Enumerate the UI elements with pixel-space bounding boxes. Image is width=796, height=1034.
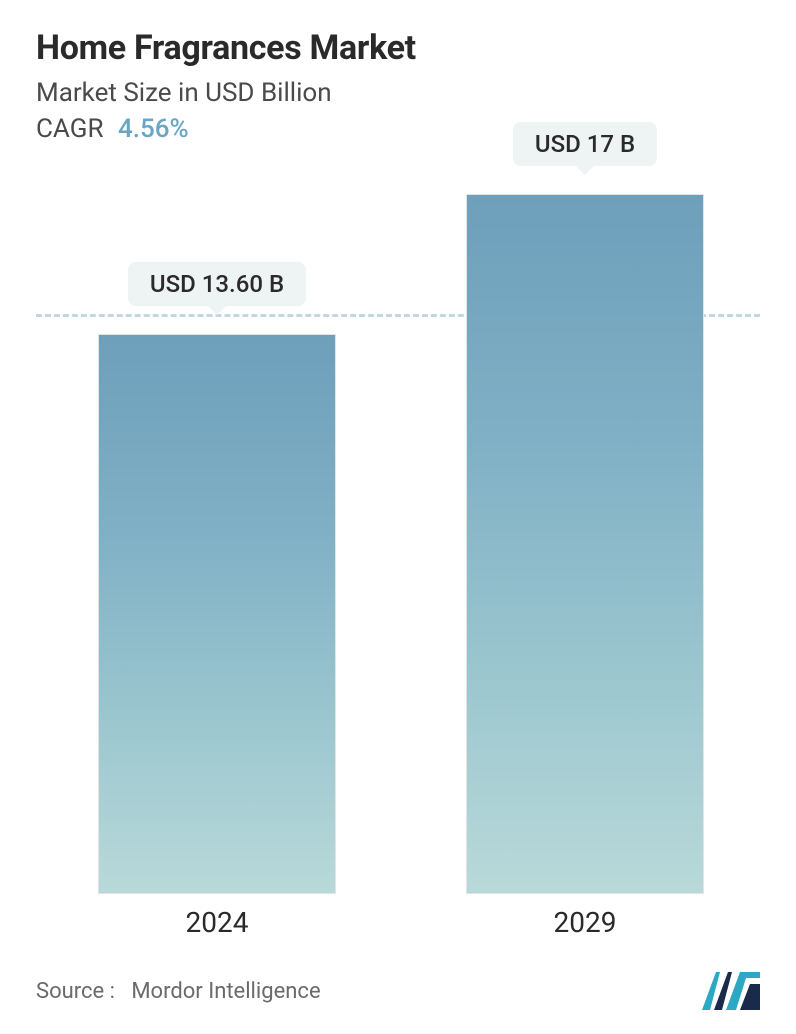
chart-plot-area: USD 13.60 BUSD 17 B <box>36 174 760 894</box>
logo-icon <box>702 972 760 1010</box>
cagr-value: 4.56% <box>118 114 189 144</box>
value-badge-2024: USD 13.60 B <box>128 262 306 306</box>
x-label-2024: 2024 <box>186 906 249 939</box>
bar-2024 <box>98 334 336 894</box>
source-label: Source : <box>36 979 115 1004</box>
chart-container: Home Fragrances Market Market Size in US… <box>0 0 796 1034</box>
chart-footer: Source : Mordor Intelligence <box>36 972 760 1010</box>
source-name: Mordor Intelligence <box>131 979 320 1004</box>
x-label-2029: 2029 <box>554 906 617 939</box>
chart-title: Home Fragrances Market <box>36 28 760 68</box>
value-badge-2029: USD 17 B <box>513 122 657 166</box>
chart-subtitle: Market Size in USD Billion <box>36 78 760 108</box>
source-text: Source : Mordor Intelligence <box>36 979 321 1004</box>
bar-2029 <box>466 194 704 894</box>
x-axis-labels: 2024 2029 <box>36 906 760 946</box>
cagr-label: CAGR <box>36 114 103 144</box>
brand-logo <box>702 972 760 1010</box>
